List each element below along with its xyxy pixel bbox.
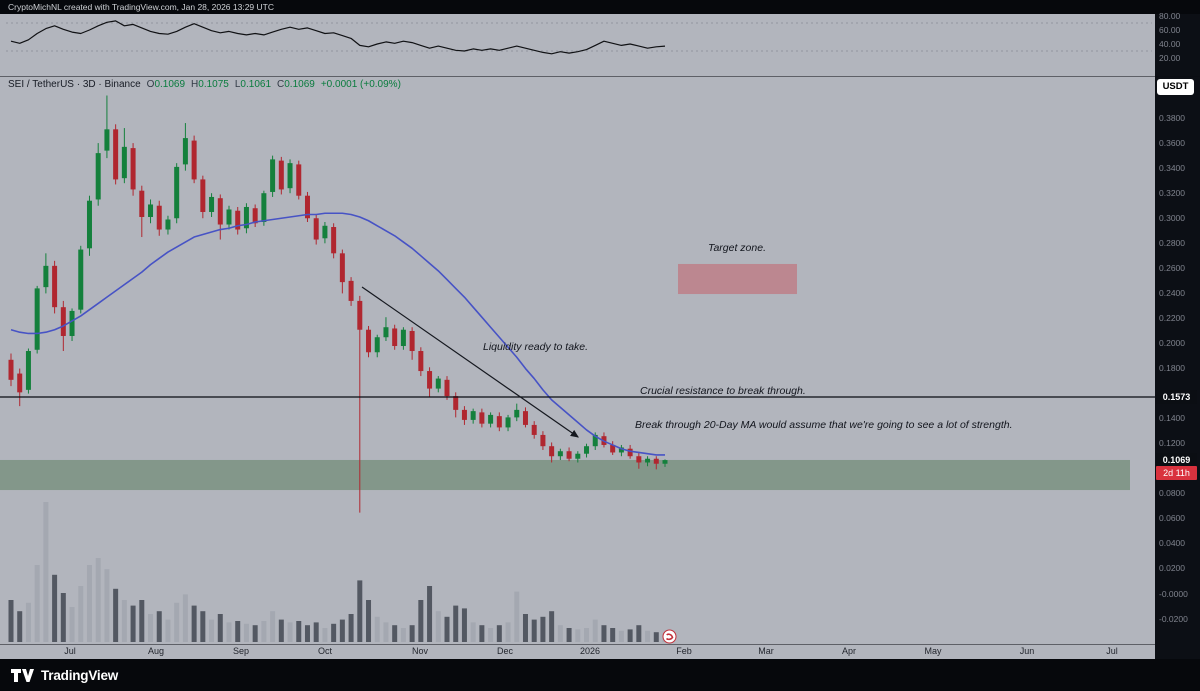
rsi-axis-label: 20.00: [1159, 53, 1181, 63]
ohlc-letter: O: [146, 79, 155, 90]
ma-breakout-label: Break through 20-Day MA would assume tha…: [635, 419, 1013, 431]
rsi-axis-label: 40.00: [1159, 39, 1181, 49]
price-change: +0.0001 (+0.09%): [320, 79, 401, 90]
ohlc-value: 0.1061: [240, 79, 272, 90]
last-price-tag: 0.1069: [1156, 453, 1197, 468]
time-axis-label: Jul: [64, 646, 76, 656]
attribution-text: CryptoMichNL created with TradingView.co…: [8, 2, 274, 12]
price-axis-label: 0.1400: [1159, 413, 1185, 424]
target-zone-label: Target zone.: [708, 242, 766, 254]
price-axis-label: 0.3400: [1159, 162, 1185, 173]
price-axis-label: 0.0400: [1159, 538, 1185, 549]
price-axis-label: 0.3000: [1159, 212, 1185, 223]
time-axis-label: Apr: [841, 646, 856, 656]
time-axis-divider: [0, 644, 1155, 645]
time-axis-label: Dec: [496, 646, 513, 656]
ohlc-value: 0.1069: [284, 79, 315, 90]
ohlc-value: 0.1075: [198, 79, 229, 90]
ohlc-value: 0.1069: [154, 79, 186, 90]
price-axis-label: 0.0800: [1159, 488, 1185, 499]
time-axis-label: Mar: [758, 646, 774, 656]
price-axis-label: -0.0200: [1159, 613, 1188, 624]
price-axis-label: -0.0000: [1159, 588, 1188, 599]
time-axis-label: Jul: [1106, 646, 1118, 656]
price-axis-label: 0.1200: [1159, 438, 1185, 449]
time-axis-label: Oct: [317, 646, 332, 656]
resistance-price-tag: 0.1573: [1156, 389, 1197, 404]
price-axis-label: 0.3800: [1159, 112, 1185, 123]
time-axis-label: May: [924, 646, 942, 656]
rsi-axis-label: 60.00: [1159, 25, 1181, 35]
bar-countdown-tag: 2d 11h: [1156, 466, 1197, 481]
sei-token-badge: [662, 629, 677, 644]
resistance-label: Crucial resistance to break through.: [640, 385, 806, 397]
liquidity-label: Liquidity ready to take.: [483, 341, 589, 353]
tradingview-wordmark: TradingView: [41, 667, 119, 683]
rsi-axis-label: 80.00: [1159, 11, 1181, 21]
attribution-bar: CryptoMichNL created with TradingView.co…: [0, 0, 1200, 14]
price-axis-label: 0.3200: [1159, 187, 1185, 198]
price-axis-label: 0.2000: [1159, 338, 1185, 348]
price-axis-label: 0.3600: [1159, 137, 1185, 148]
price-axis-label: 0.1800: [1159, 363, 1185, 374]
ohlc-letter: H: [191, 79, 199, 90]
ohlc-values: O0.1069 H0.1075 L0.1061 C0.1069 +0.0001 (+0.…: [141, 79, 401, 90]
time-axis-label: Aug: [147, 646, 164, 656]
footer-bar: TradingView: [0, 659, 1200, 691]
pane-divider[interactable]: [0, 76, 1200, 77]
time-axis[interactable]: Jul Aug Sep Oct Nov Dec 2026 Feb Mar Apr May Jun Jul: [0, 644, 1155, 659]
time-axis-label: Jun: [1019, 646, 1035, 656]
symbol-title[interactable]: SEI / TetherUS · 3D · Binance: [8, 79, 141, 90]
tradingview-logo-icon: [11, 668, 34, 682]
ohlc-letter: C: [277, 79, 285, 90]
symbol-info[interactable]: SEI / TetherUS · 3D · Binance O0.1069 H0.1…: [8, 79, 401, 90]
time-axis-label: Sep: [232, 646, 249, 656]
price-scale[interactable]: 80.00 60.00 40.00 20.00 0.3800 0.3600 0.3400 0.…: [1155, 11, 1200, 659]
time-axis-label: Feb: [676, 646, 692, 656]
currency-toggle-button[interactable]: USDT: [1157, 79, 1194, 95]
price-axis-label: 0.2800: [1159, 237, 1185, 248]
price-axis-label: 0.0600: [1159, 513, 1185, 524]
tradingview-logo[interactable]: TradingView: [10, 667, 118, 684]
ohlc-letter: L: [234, 79, 241, 90]
price-axis-label: 0.0200: [1159, 563, 1185, 574]
time-axis-label: Nov: [411, 646, 428, 656]
time-axis-label: 2026: [579, 646, 601, 656]
price-axis-label: 0.2400: [1159, 287, 1185, 298]
chart-canvas[interactable]: [0, 14, 1155, 659]
price-axis-label: 0.2200: [1159, 312, 1185, 323]
price-axis-label: 0.2600: [1159, 262, 1185, 273]
